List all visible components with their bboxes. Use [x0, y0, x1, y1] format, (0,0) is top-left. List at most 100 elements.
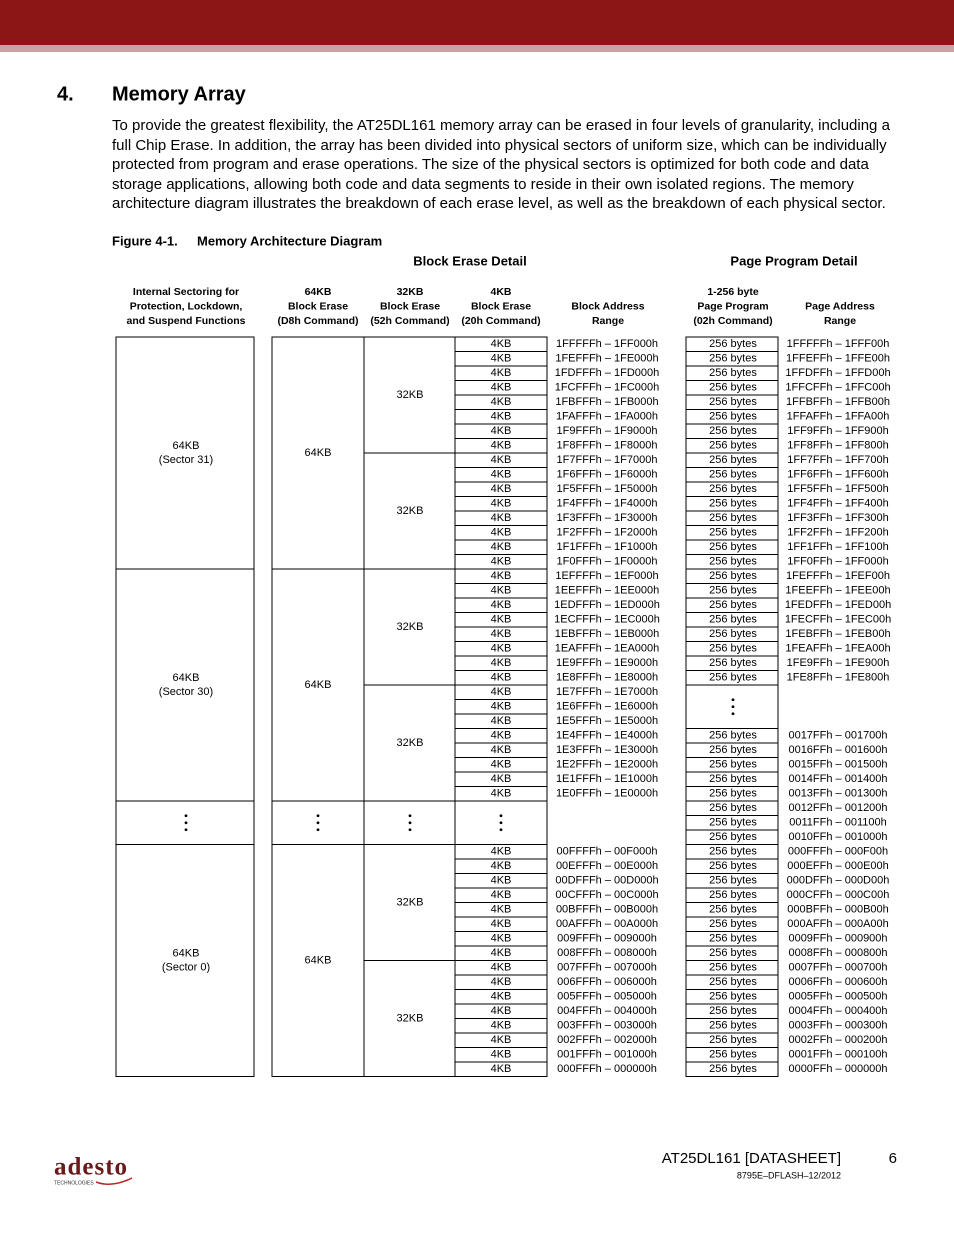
block-address: 1F8FFFh – 1F8000h [557, 440, 658, 452]
page-address: 1FEFFFh – 1FEF00h [786, 570, 890, 582]
page-address: 0015FFh – 001500h [788, 759, 887, 771]
block-64kb [271, 844, 365, 1077]
column-header: Range [824, 315, 856, 327]
sector-size: 64KB [173, 440, 200, 452]
ellipsis-dot [408, 814, 412, 818]
block-address: 1FCFFFh – 1FC000h [555, 382, 660, 394]
page-address: 000EFFh – 000E00h [787, 860, 889, 872]
sector-name: (Sector 30) [159, 686, 213, 698]
page-size: 256 bytes [709, 933, 757, 945]
sector-box [115, 844, 255, 1077]
block-4kb-label: 4KB [491, 730, 512, 742]
page-size: 256 bytes [709, 353, 757, 365]
page-size: 256 bytes [709, 527, 757, 539]
block-4kb-label: 4KB [491, 976, 512, 988]
block-address: 1E4FFFh – 1E4000h [556, 730, 658, 742]
block-address: 003FFFh – 003000h [557, 1020, 657, 1032]
block-32kb-label: 32KB [397, 737, 424, 749]
page-address: 1FFCFFh – 1FFC00h [785, 382, 890, 394]
block-4kb-label: 4KB [491, 788, 512, 800]
sector-size: 64KB [173, 947, 200, 959]
page-address: 1FF2FFh – 1FF200h [787, 527, 889, 539]
page-address: 1FFBFFh – 1FFB00h [786, 396, 890, 408]
block-4kb-label: 4KB [491, 701, 512, 713]
block-4kb-label: 4KB [491, 425, 512, 437]
block-4kb-label: 4KB [491, 628, 512, 640]
block-address: 00AFFFh – 00A000h [556, 918, 658, 930]
page-address: 1FF1FFh – 1FF100h [787, 541, 889, 553]
page-size: 256 bytes [709, 846, 757, 858]
block-address: 1EDFFFh – 1ED000h [554, 599, 660, 611]
page-address: 1FF6FFh – 1FF600h [787, 469, 889, 481]
page-address: 1FECFFh – 1FEC00h [785, 614, 891, 626]
page-size: 256 bytes [709, 425, 757, 437]
page-address: 1FFEFFh – 1FFE00h [786, 353, 890, 365]
page-size: 256 bytes [709, 570, 757, 582]
block-address: 1F3FFFh – 1F3000h [557, 512, 658, 524]
block-4kb-label: 4KB [491, 411, 512, 423]
page-address: 1FE8FFh – 1FE800h [787, 672, 890, 684]
sector-name: (Sector 31) [159, 454, 213, 466]
ellipsis-dot [316, 828, 320, 832]
section-number: 4. [57, 83, 74, 105]
page-address: 1FE9FFh – 1FE900h [787, 657, 890, 669]
block-4kb-label: 4KB [491, 643, 512, 655]
ellipsis-dot [316, 814, 320, 818]
page-size: 256 bytes [709, 338, 757, 350]
ellipsis-dot [731, 698, 735, 702]
page-size: 256 bytes [709, 643, 757, 655]
page-address: 0011FFh – 001100h [789, 817, 886, 829]
block-address: 00DFFFh – 00D000h [555, 875, 658, 887]
sector-box [115, 568, 255, 802]
page-size: 256 bytes [709, 1049, 757, 1061]
block-address: 00BFFFh – 00B000h [556, 904, 658, 916]
page-address: 1FEBFFh – 1FEB00h [785, 628, 890, 640]
block-4kb-label: 4KB [491, 686, 512, 698]
block-address: 1E6FFFh – 1E6000h [556, 701, 658, 713]
figure-title: Memory Architecture Diagram [197, 233, 382, 248]
sector-size: 64KB [173, 672, 200, 684]
figure-label: Figure 4-1. [112, 233, 178, 248]
block-4kb-label: 4KB [491, 672, 512, 684]
page-address: 0016FFh – 001600h [788, 744, 887, 756]
page-size: 256 bytes [709, 889, 757, 901]
column-header: Range [592, 315, 624, 327]
page-size: 256 bytes [709, 962, 757, 974]
block-4kb-label: 4KB [491, 1020, 512, 1032]
column-header: Page Address [805, 300, 875, 312]
block-address: 00FFFFh – 00F000h [557, 846, 658, 858]
page-address: 0007FFh – 000700h [788, 962, 887, 974]
page-address: 000FFFh – 000F00h [788, 846, 888, 858]
block-32kb [363, 844, 456, 961]
page-address: 000AFFh – 000A00h [787, 918, 889, 930]
page-size: 256 bytes [709, 469, 757, 481]
block-address: 1ECFFFh – 1EC000h [554, 614, 660, 626]
page-address: 1FFAFFh – 1FFA00h [787, 411, 890, 423]
footer-document: AT25DL161 [DATASHEET] [662, 1150, 841, 1167]
block-address: 1E8FFFh – 1E8000h [556, 672, 658, 684]
page-size: 256 bytes [709, 440, 757, 452]
page-address: 0008FFh – 000800h [788, 947, 887, 959]
page-size: 256 bytes [709, 788, 757, 800]
block-4kb-label: 4KB [491, 353, 512, 365]
column-header: (02h Command) [693, 315, 772, 327]
ellipsis-dot [408, 828, 412, 832]
page-size: 256 bytes [709, 1020, 757, 1032]
page-address: 0000FFh – 000000h [788, 1063, 887, 1075]
page-address: 0005FFh – 000500h [788, 991, 887, 1003]
block-4kb-label: 4KB [491, 846, 512, 858]
page-address: 0009FFh – 000900h [788, 933, 887, 945]
block-address: 1EBFFFh – 1EB000h [555, 628, 660, 640]
page-size: 256 bytes [709, 599, 757, 611]
block-4kb-label: 4KB [491, 889, 512, 901]
page-size: 256 bytes [709, 773, 757, 785]
page-size: 256 bytes [709, 817, 757, 829]
block-address: 001FFFh – 001000h [557, 1049, 657, 1061]
block-address: 1FEFFFh – 1FE000h [555, 353, 658, 365]
block-address: 007FFFh – 007000h [557, 962, 657, 974]
page-address: 0003FFh – 000300h [788, 1020, 887, 1032]
page-address: 1FF7FFh – 1FF700h [787, 454, 889, 466]
block-address: 1EAFFFh – 1EA000h [555, 643, 660, 655]
block-address: 1EEFFFh – 1EE000h [555, 585, 660, 597]
